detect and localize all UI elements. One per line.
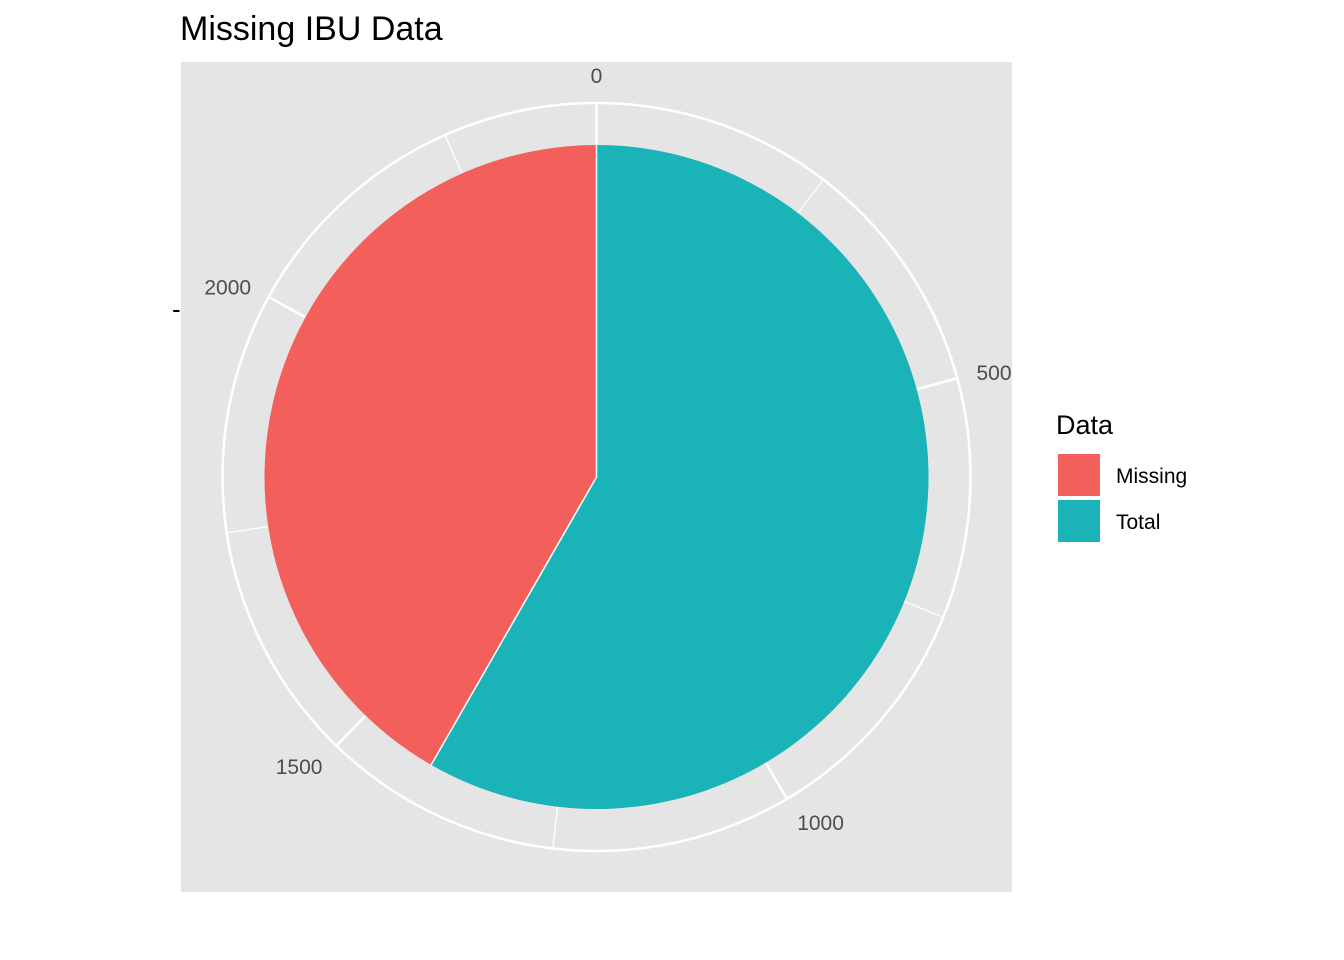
tick-label: 1500	[276, 756, 323, 779]
angular-axis-ticks: 0 500 1000 1500 2000	[204, 65, 1011, 835]
legend-label-total: Total	[1116, 511, 1160, 534]
tick-label: 2000	[204, 276, 251, 299]
pie-slices	[264, 144, 929, 809]
tick-label: 0	[591, 65, 603, 88]
legend-key-missing	[1056, 452, 1102, 498]
chart-title: Missing IBU Data	[180, 10, 443, 48]
pie-slice-total	[431, 145, 929, 809]
slice-boundary	[430, 476, 598, 766]
pie-slice-missing	[264, 144, 597, 765]
legend-title: Data	[1056, 410, 1114, 440]
legend-label-missing: Missing	[1116, 465, 1187, 488]
legend: Data Missing Total	[1056, 410, 1187, 544]
tick-label: 1000	[797, 812, 844, 835]
legend-key-total	[1056, 498, 1102, 544]
tick-label: 500	[977, 362, 1012, 385]
y-axis-label: -	[172, 294, 181, 324]
